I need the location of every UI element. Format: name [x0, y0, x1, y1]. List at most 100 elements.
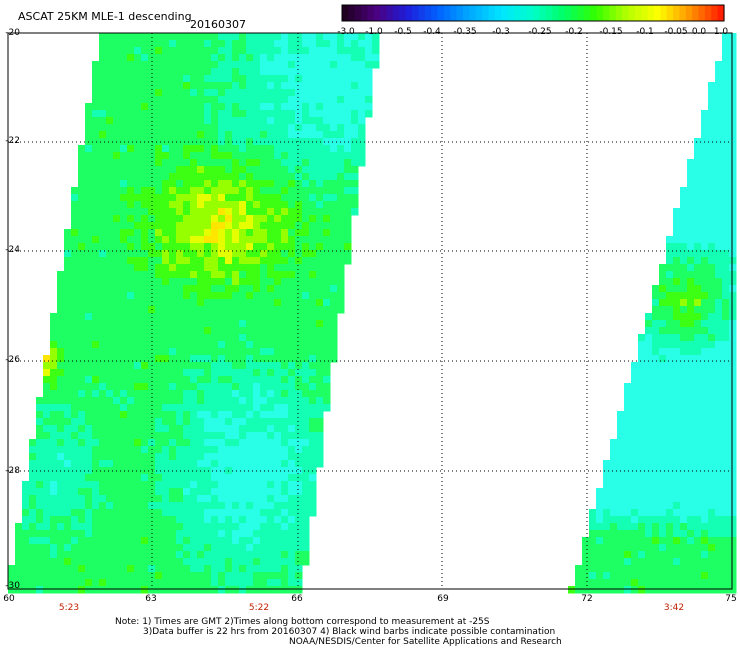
data-cell	[50, 446, 58, 454]
data-cell	[148, 341, 156, 349]
map-date: 20160307	[190, 18, 246, 31]
data-cell	[239, 348, 247, 356]
data-cell	[225, 334, 233, 342]
data-cell	[99, 341, 107, 349]
data-cell	[141, 334, 149, 342]
colorbar-segment	[628, 5, 636, 21]
data-cell	[43, 551, 51, 559]
data-cell	[120, 201, 128, 209]
data-cell	[295, 82, 303, 90]
data-cell	[57, 278, 65, 286]
data-cell	[127, 243, 135, 251]
data-cell	[246, 544, 254, 552]
data-cell	[316, 425, 324, 433]
data-cell	[57, 509, 65, 517]
data-cell	[351, 75, 359, 83]
data-cell	[190, 89, 198, 97]
data-cell	[708, 215, 716, 223]
data-cell	[85, 278, 93, 286]
data-cell	[729, 194, 737, 202]
data-cell	[239, 33, 247, 41]
data-cell	[92, 572, 100, 580]
data-cell	[330, 152, 338, 160]
data-cell	[148, 208, 156, 216]
data-cell	[113, 460, 121, 468]
data-cell	[232, 565, 240, 573]
data-cell	[659, 355, 667, 363]
data-cell	[134, 544, 142, 552]
data-cell	[29, 502, 37, 510]
data-cell	[309, 432, 317, 440]
data-cell	[190, 40, 198, 48]
data-cell	[127, 299, 135, 307]
data-cell	[267, 411, 275, 419]
data-cell	[162, 229, 170, 237]
data-cell	[274, 145, 282, 153]
data-cell	[190, 432, 198, 440]
data-cell	[708, 355, 716, 363]
data-cell	[344, 159, 352, 167]
data-cell	[673, 264, 681, 272]
data-cell	[246, 278, 254, 286]
data-cell	[729, 390, 737, 398]
data-cell	[246, 474, 254, 482]
data-cell	[106, 194, 114, 202]
data-cell	[120, 383, 128, 391]
data-cell	[652, 355, 660, 363]
data-cell	[617, 516, 625, 524]
data-cell	[106, 250, 114, 258]
data-cell	[281, 355, 289, 363]
data-cell	[701, 572, 709, 580]
data-cell	[295, 390, 303, 398]
data-cell	[617, 551, 625, 559]
data-cell	[260, 558, 268, 566]
data-cell	[239, 460, 247, 468]
data-cell	[43, 460, 51, 468]
data-cell	[120, 215, 128, 223]
data-cell	[267, 271, 275, 279]
data-cell	[64, 306, 72, 314]
data-cell	[169, 61, 177, 69]
data-cell	[666, 397, 674, 405]
data-cell	[253, 362, 261, 370]
data-cell	[71, 390, 79, 398]
data-cell	[701, 243, 709, 251]
data-cell	[281, 180, 289, 188]
data-cell	[316, 131, 324, 139]
data-cell	[337, 222, 345, 230]
data-cell	[638, 509, 646, 517]
data-cell	[715, 474, 723, 482]
data-cell	[344, 257, 352, 265]
data-cell	[701, 558, 709, 566]
data-cell	[652, 488, 660, 496]
data-cell	[309, 124, 317, 132]
data-cell	[204, 166, 212, 174]
data-cell	[8, 572, 16, 580]
data-cell	[337, 257, 345, 265]
data-cell	[715, 544, 723, 552]
data-cell	[155, 117, 163, 125]
data-cell	[281, 481, 289, 489]
data-cell	[120, 306, 128, 314]
data-cell	[64, 530, 72, 538]
data-cell	[309, 383, 317, 391]
data-cell	[22, 509, 30, 517]
data-cell	[309, 418, 317, 426]
data-cell	[239, 173, 247, 181]
data-cell	[50, 474, 58, 482]
data-cell	[162, 432, 170, 440]
data-cell	[631, 467, 639, 475]
data-cell	[85, 306, 93, 314]
data-cell	[610, 488, 618, 496]
colorbar-segment	[513, 5, 521, 21]
data-cell	[211, 124, 219, 132]
data-cell	[267, 390, 275, 398]
data-cell	[183, 551, 191, 559]
data-cell	[246, 89, 254, 97]
data-cell	[337, 285, 345, 293]
data-cell	[701, 222, 709, 230]
data-cell	[127, 397, 135, 405]
data-cell	[624, 516, 632, 524]
data-cell	[232, 257, 240, 265]
data-cell	[680, 306, 688, 314]
